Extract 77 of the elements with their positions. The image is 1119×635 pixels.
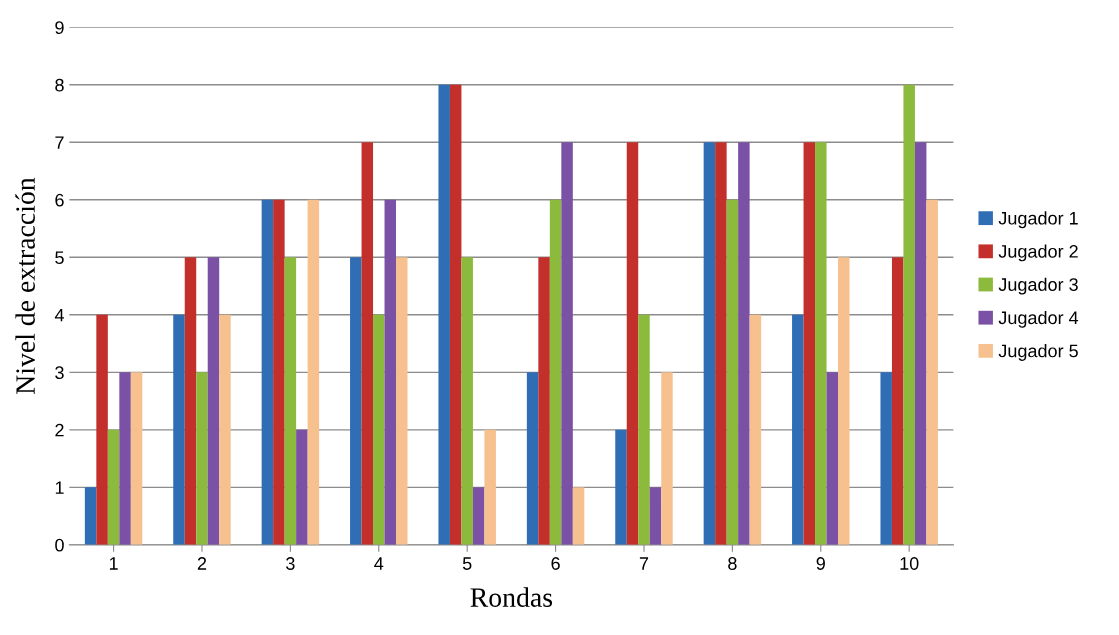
x-tick-label: 1: [109, 557, 118, 570]
y-tick-label: 1: [55, 481, 64, 494]
bar: [119, 372, 131, 545]
legend-label: Jugador 1: [998, 211, 1078, 229]
bar: [273, 199, 285, 545]
y-tick-label: 5: [55, 251, 64, 265]
bar: [350, 257, 362, 545]
bar: [438, 84, 450, 545]
bar: [615, 429, 627, 545]
bar: [749, 314, 762, 545]
bar: [173, 314, 185, 545]
bar: [96, 314, 108, 545]
bar: [461, 257, 473, 545]
bar: [130, 372, 143, 545]
x-tick-label: 6: [551, 557, 560, 570]
bar: [638, 314, 650, 545]
bar: [626, 142, 639, 545]
bar: [880, 372, 892, 545]
bar: [449, 84, 462, 545]
bar: [373, 314, 385, 545]
bar: [914, 142, 927, 545]
bar: [572, 487, 585, 545]
bar: [561, 142, 573, 545]
bar: [219, 314, 231, 545]
bar: [792, 314, 804, 545]
y-tick-label: 9: [55, 21, 64, 35]
legend-label: Jugador 5: [998, 344, 1078, 361]
bar: [207, 257, 220, 545]
x-tick-label: 4: [374, 557, 384, 570]
x-tick-label: 3: [286, 557, 295, 570]
y-tick-label: 0: [55, 538, 64, 552]
bar: [538, 257, 550, 545]
bar: [396, 257, 408, 545]
x-tick-label: 10: [900, 557, 919, 570]
bar: [738, 142, 750, 545]
legend-label: Jugador 4: [998, 310, 1079, 328]
bar: [838, 257, 850, 545]
y-tick-label: 7: [55, 136, 64, 149]
bar: [284, 257, 297, 545]
bar: [903, 84, 915, 545]
bar: [661, 372, 673, 545]
bar: [472, 487, 485, 545]
x-tick-label: 7: [639, 557, 649, 570]
bar: [826, 372, 839, 545]
bar: [726, 199, 739, 545]
bar: [196, 372, 208, 545]
legend-label: Jugador 2: [998, 244, 1078, 262]
bar: [526, 372, 539, 545]
x-tick-label: 2: [197, 557, 207, 570]
x-tick-label: 9: [816, 557, 825, 570]
bar: [484, 429, 496, 545]
bar: [649, 487, 662, 545]
y-tick-label: 8: [55, 78, 64, 92]
bar: [926, 199, 938, 545]
bar: [815, 142, 827, 545]
x-tick-label: 5: [462, 557, 472, 570]
bar: [384, 199, 397, 545]
y-tick-label: 2: [55, 423, 64, 437]
bar: [703, 142, 716, 545]
bar: [261, 199, 274, 545]
y-tick-label: 3: [55, 366, 64, 380]
bar: [715, 142, 727, 545]
y-tick-label: 6: [55, 193, 64, 207]
bar: [307, 199, 320, 545]
bar: [184, 257, 197, 545]
legend-label: Jugador 3: [998, 277, 1078, 295]
bar: [84, 487, 97, 545]
bar: [891, 257, 904, 545]
bar: [361, 142, 374, 545]
bar: [296, 429, 308, 545]
x-axis-title: Rondas: [470, 587, 553, 607]
y-axis-title: Nivel de extracción: [15, 177, 35, 395]
bar: [107, 429, 120, 545]
x-tick-label: 8: [728, 557, 737, 570]
y-tick-label: 4: [54, 308, 64, 322]
bar: [549, 199, 562, 545]
bar: [803, 142, 816, 545]
